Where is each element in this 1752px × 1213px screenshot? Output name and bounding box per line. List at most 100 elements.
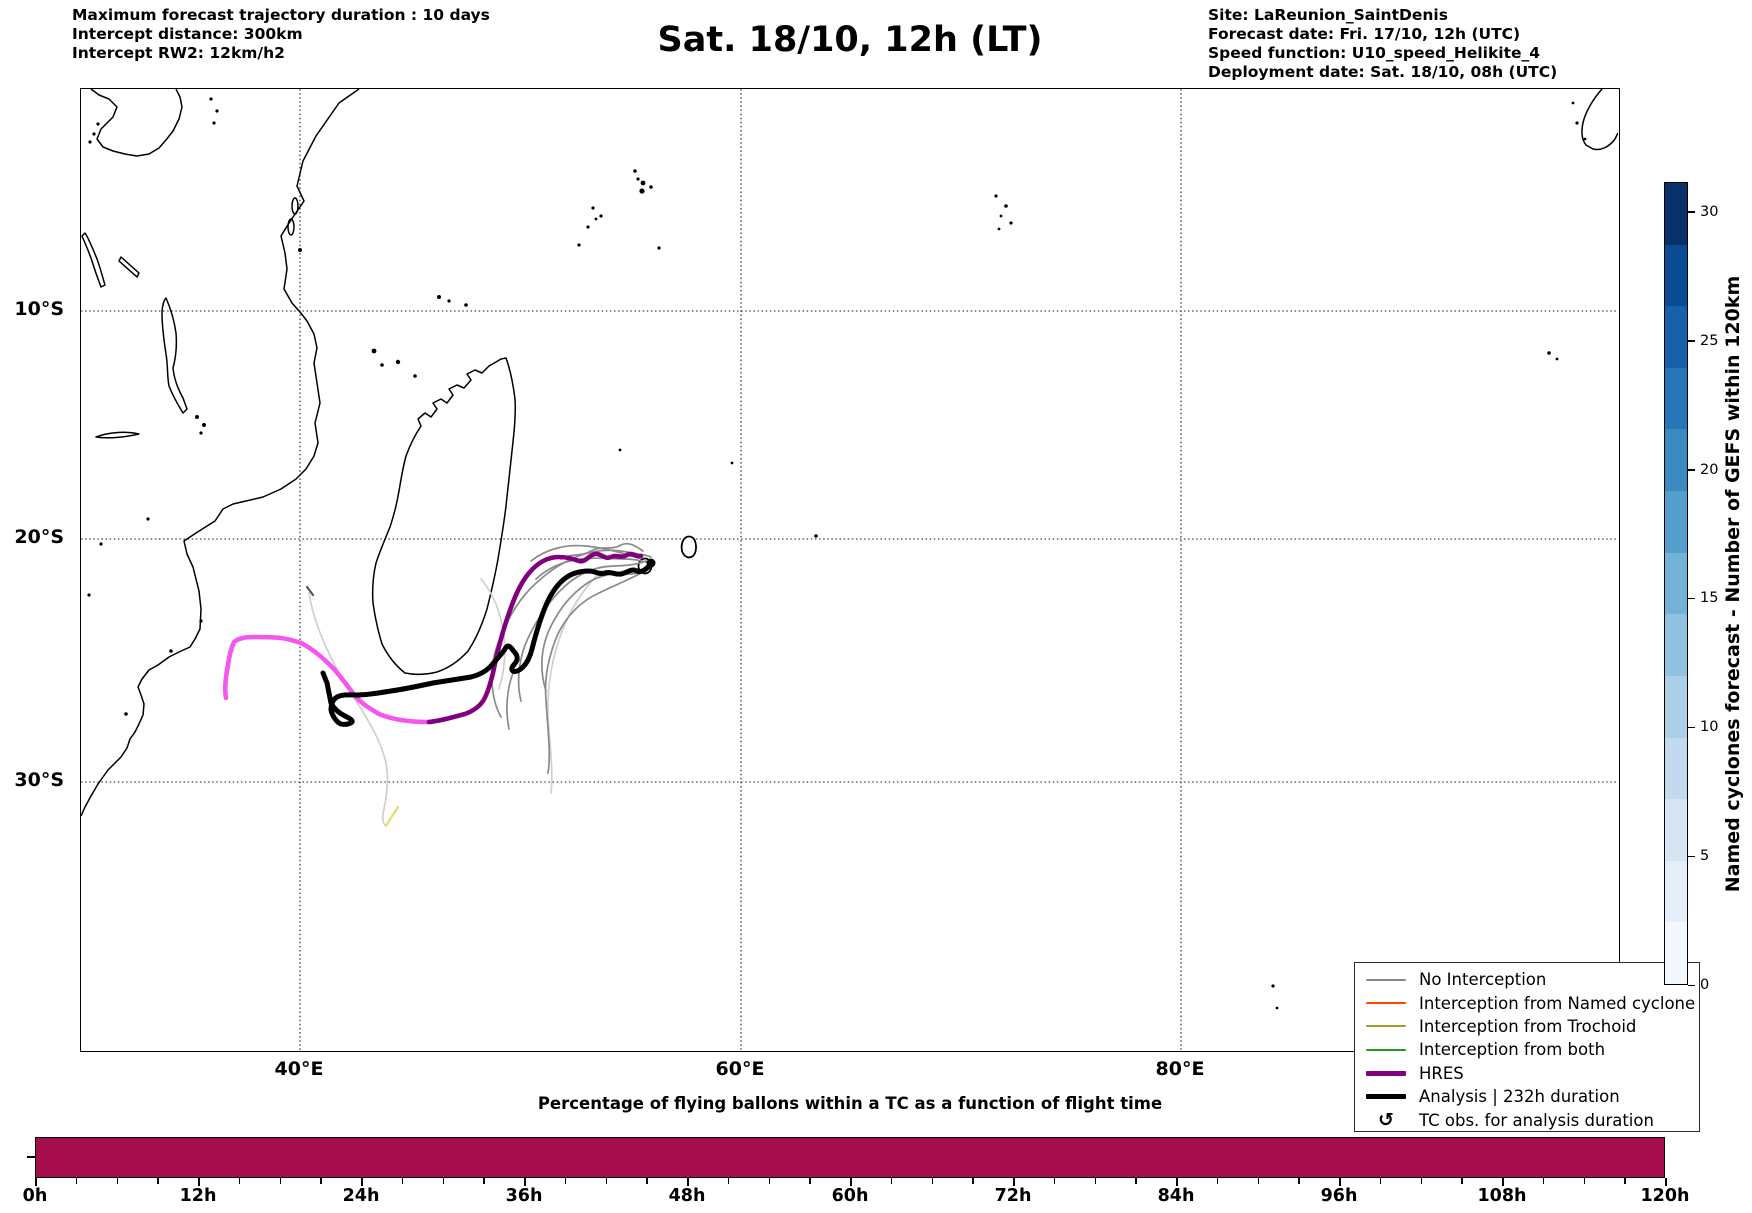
site-name: Site: LaReunion_SaintDenis [1208, 6, 1448, 24]
y-tick-30s: 30°S [14, 769, 64, 791]
bottom-chart-tick [1176, 1178, 1178, 1186]
colorbar-tick [1688, 340, 1695, 342]
colorbar-tick-label: 25 [1700, 332, 1719, 349]
faded-track-3 [547, 570, 602, 794]
bottom-chart-tick [157, 1178, 159, 1184]
colorbar-segment [1665, 306, 1687, 368]
hres-track [426, 551, 644, 725]
colorbar-segment [1665, 183, 1687, 245]
deployment-date: Deployment date: Sat. 18/10, 08h (UTC) [1208, 63, 1558, 81]
bottom-chart-tick [564, 1178, 567, 1184]
bottom-chart-tick-label: 48h [668, 1186, 706, 1206]
param-duration: Maximum forecast trajectory duration : 1… [72, 6, 490, 24]
faded-track-start-tick [305, 585, 315, 597]
gray-track-3 [541, 564, 654, 692]
bottom-chart-title: Percentage of flying ballons within a TC… [537, 1094, 1163, 1113]
colorbar-segment [1665, 737, 1687, 800]
param-intercept-distance: Intercept distance: 300km [72, 25, 303, 43]
trajectory-map: No Interception Interception from Named … [80, 88, 1700, 1132]
colorbar-tick [1688, 469, 1695, 471]
bottom-chart-tick [35, 1178, 37, 1186]
small-islands [87, 97, 1587, 1010]
pemba-island [291, 197, 299, 215]
hres-track-far [222, 634, 432, 725]
lake-victoria [90, 89, 183, 157]
lake-rukwa [118, 256, 140, 278]
analysis-line-sample [1366, 1094, 1406, 1100]
legend-label: Interception from both [1419, 1040, 1606, 1060]
bottom-chart-tick-label: 84h [1157, 1186, 1195, 1206]
bottom-chart-tick [972, 1178, 974, 1184]
bottom-chart-tick [524, 1178, 526, 1186]
bottom-chart-tick [605, 1178, 608, 1184]
bottom-chart-tick [1094, 1178, 1097, 1184]
legend-row-analysis: Analysis | 232h duration [1355, 1085, 1699, 1108]
gray-track-5 [544, 568, 650, 774]
map-canvas [81, 89, 1618, 1050]
page-title: Sat. 18/10, 12h (LT) [657, 20, 1043, 60]
colorbar-tick [1688, 597, 1695, 600]
colorbar-tick-label: 20 [1700, 461, 1719, 478]
bottom-chart-tick [850, 1178, 852, 1186]
limpopo-sliver [95, 431, 140, 439]
legend-label: Analysis | 232h duration [1419, 1087, 1620, 1107]
colorbar-segment [1665, 429, 1687, 492]
bottom-chart-tick [320, 1178, 322, 1184]
zanzibar-island [287, 218, 295, 236]
gridlines [81, 89, 1618, 1050]
bottom-chart-tick [809, 1178, 811, 1184]
faded-track-1 [308, 592, 389, 827]
bottom-chart-tick [1624, 1178, 1626, 1184]
legend-row-no-interception: No Interception [1355, 968, 1699, 991]
x-tick-60e: 60°E [715, 1058, 765, 1080]
forecast-date: Forecast date: Fri. 17/10, 12h (UTC) [1208, 25, 1521, 43]
bottom-chart-ytick [27, 1156, 35, 1158]
madagascar-coast [371, 357, 516, 676]
bottom-chart-tick [687, 1178, 689, 1186]
run-parameters: Maximum forecast trajectory duration : 1… [72, 6, 490, 63]
coastlines [81, 89, 1618, 817]
bottom-chart-tick [279, 1178, 282, 1184]
bottom-chart-tick [727, 1178, 730, 1184]
africa-coast [81, 89, 360, 817]
site-info: Site: LaReunion_SaintDenis Forecast date… [1208, 6, 1557, 82]
colorbar-tick-label: 30 [1700, 203, 1719, 220]
colorbar-segment [1665, 367, 1687, 430]
legend-label: TC obs. for analysis duration [1419, 1110, 1654, 1130]
bottom-chart-tick [1339, 1178, 1341, 1186]
bottom-chart-tick-label: 108h [1477, 1186, 1527, 1206]
colorbar-segment [1665, 244, 1687, 307]
colorbar [1664, 182, 1688, 985]
bottom-chart-tick [1135, 1178, 1137, 1184]
bottom-chart-tick [1298, 1178, 1300, 1184]
trochoid-faded-tail [384, 805, 400, 828]
colorbar-tick [1688, 726, 1695, 729]
colorbar-segment [1665, 614, 1687, 676]
bottom-chart-tick [1216, 1178, 1219, 1184]
bottom-chart-tick [1583, 1178, 1586, 1184]
legend-row-both: Interception from both [1355, 1038, 1699, 1061]
bottom-chart-tick [1379, 1178, 1382, 1184]
bottom-chart-tick-label: 0h [22, 1186, 48, 1206]
y-tick-20s: 20°S [14, 526, 64, 548]
bottom-chart-tick [75, 1178, 78, 1184]
bottom-chart-tick [483, 1178, 485, 1184]
bottom-chart-tick-label: 96h [1320, 1186, 1358, 1206]
mauritius-island [680, 535, 697, 559]
colorbar-tick-label: 10 [1700, 719, 1719, 736]
tc-percentage-bar [35, 1137, 1665, 1178]
colorbar-tick [1688, 855, 1695, 858]
legend-label: HRES [1419, 1063, 1464, 1083]
bottom-chart-tick [238, 1178, 241, 1184]
colorbar-segment [1665, 799, 1687, 861]
gray-track-4 [530, 544, 637, 562]
speed-function: Speed function: U10_speed_Helikite_4 [1208, 44, 1541, 62]
no-interception-line-sample [1366, 978, 1406, 981]
y-tick-10s: 10°S [14, 298, 64, 320]
bottom-chart-tick-label: 72h [994, 1186, 1032, 1206]
faded-trajectories [305, 570, 602, 828]
colorbar-tick [1688, 984, 1695, 986]
analysis-track-end [646, 558, 656, 568]
hres-line-sample [1366, 1070, 1406, 1076]
